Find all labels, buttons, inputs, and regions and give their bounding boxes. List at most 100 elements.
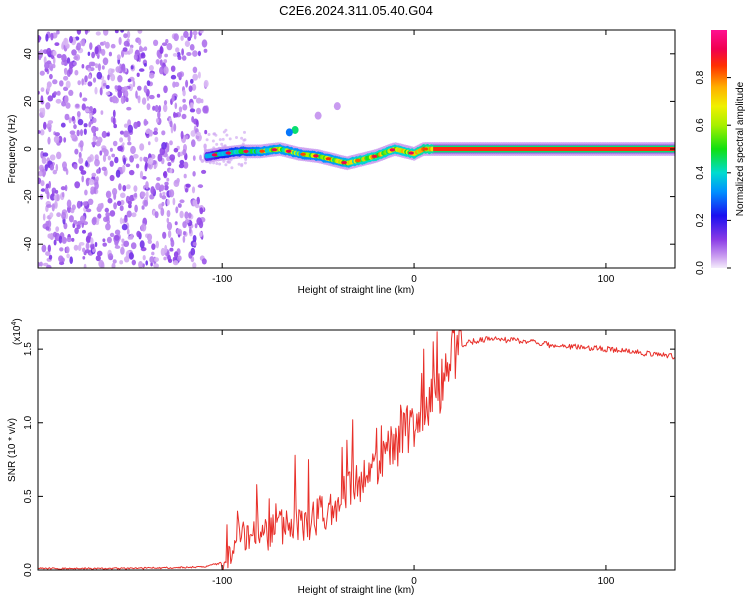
noise-fringe xyxy=(214,133,218,137)
noise-blob xyxy=(102,82,107,87)
noise-fringe xyxy=(224,163,228,167)
noise-fringe xyxy=(205,138,209,142)
noise-blob xyxy=(128,169,135,176)
noise-blob xyxy=(173,147,179,153)
noise-blob xyxy=(181,55,187,61)
noise-blob xyxy=(71,237,75,242)
noise-blob xyxy=(126,210,132,218)
noise-blob xyxy=(123,86,129,91)
noise-fringe xyxy=(244,158,248,161)
noise-blob xyxy=(140,223,147,232)
noise-blob xyxy=(52,63,56,69)
y-tick-label: 20 xyxy=(23,95,34,107)
noise-blob xyxy=(88,61,95,67)
noise-blob xyxy=(170,239,175,248)
snr-xlabel: Height of straight line (km) xyxy=(298,585,415,596)
noise-blob xyxy=(76,111,81,118)
noise-blob xyxy=(110,68,115,73)
noise-blob xyxy=(175,206,179,214)
snr-scale-close: ) xyxy=(12,318,23,321)
noise-blob xyxy=(101,48,106,56)
noise-blob xyxy=(112,140,118,147)
noise-blob xyxy=(73,55,79,61)
noise-blob xyxy=(191,116,195,123)
noise-blob xyxy=(101,65,105,70)
noise-blob xyxy=(87,198,94,205)
noise-blob xyxy=(69,36,73,44)
noise-blob xyxy=(39,129,45,136)
noise-blob xyxy=(52,79,58,85)
noise-fringe xyxy=(211,139,215,143)
noise-blob xyxy=(166,221,173,231)
noise-blob xyxy=(87,51,91,56)
noise-blob xyxy=(85,235,91,244)
x-tick-label: 100 xyxy=(598,576,615,587)
snr-series-line xyxy=(38,330,675,570)
noise-blob xyxy=(137,38,142,46)
noise-blob xyxy=(52,56,56,65)
noise-blob xyxy=(99,150,103,156)
noise-blob xyxy=(154,211,159,219)
noise-blob xyxy=(127,134,131,143)
noise-blob xyxy=(61,100,67,107)
noise-blob xyxy=(99,87,103,96)
noise-blob xyxy=(80,129,83,137)
noise-blob xyxy=(52,169,57,175)
noise-blob xyxy=(102,57,109,66)
noise-blob xyxy=(64,184,68,192)
noise-blob xyxy=(56,194,60,202)
noise-blob xyxy=(50,32,54,41)
noise-blob xyxy=(91,217,97,226)
noise-blob xyxy=(176,72,183,78)
noise-blob xyxy=(89,112,93,120)
noise-blob xyxy=(161,195,167,200)
noise-blob xyxy=(66,57,71,64)
noise-blob xyxy=(58,235,63,244)
noise-blob xyxy=(84,189,88,196)
noise-blob xyxy=(65,246,70,254)
noise-fringe xyxy=(207,133,211,136)
noise-blob xyxy=(189,44,195,51)
noise-blob xyxy=(83,128,87,135)
noise-blob xyxy=(155,182,161,191)
track-right-core xyxy=(433,147,675,151)
noise-fringe xyxy=(243,138,247,142)
noise-blob xyxy=(170,74,177,80)
track-hotspot xyxy=(285,149,292,153)
noise-blob xyxy=(119,130,125,135)
noise-blob xyxy=(180,35,184,41)
colorbar-ticks: 0.0 0.2 0.4 0.6 0.8 xyxy=(695,70,731,275)
noise-blob xyxy=(124,256,130,263)
noise-blob xyxy=(199,154,202,161)
noise-fringe xyxy=(215,142,219,146)
noise-blob xyxy=(179,159,185,165)
noise-blob xyxy=(92,136,97,143)
noise-blob xyxy=(61,211,67,220)
noise-blob xyxy=(201,169,207,174)
noise-blob xyxy=(87,81,93,87)
noise-blob xyxy=(179,199,185,204)
colorbar-tick-label: 0.4 xyxy=(695,165,706,179)
noise-blob xyxy=(190,102,194,110)
noise-blob xyxy=(38,261,41,268)
noise-blob xyxy=(143,118,148,126)
noise-blob xyxy=(133,53,138,61)
noise-blob xyxy=(60,186,66,191)
noise-blob xyxy=(44,164,48,172)
noise-blob xyxy=(66,199,72,208)
noise-blob xyxy=(179,210,184,219)
noise-blob xyxy=(155,240,159,249)
noise-blob xyxy=(196,107,202,115)
noise-blob xyxy=(177,203,182,208)
noise-blob xyxy=(192,30,198,36)
noise-blob xyxy=(166,199,170,206)
noise-blob xyxy=(111,262,116,268)
noise-blob xyxy=(150,186,155,195)
noise-blob xyxy=(76,200,82,209)
noise-blob xyxy=(152,105,156,111)
noise-blob xyxy=(192,66,198,74)
noise-blob xyxy=(117,75,123,83)
noise-blob xyxy=(91,51,95,59)
noise-blob xyxy=(192,73,198,81)
noise-blob xyxy=(164,53,169,58)
